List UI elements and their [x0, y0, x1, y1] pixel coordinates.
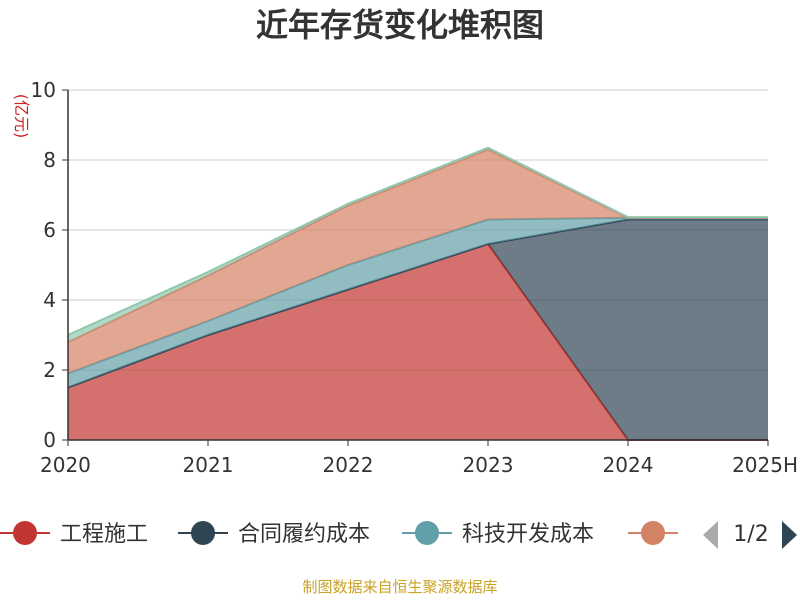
legend-marker — [641, 521, 665, 545]
legend-item-2[interactable]: 科技开发成本 — [402, 521, 594, 547]
area-series-3 — [68, 149, 768, 374]
legend-next-icon[interactable] — [782, 521, 797, 549]
legend-item-1[interactable]: 合同履约成本 — [178, 521, 370, 547]
legend-item-0[interactable]: 工程施工 — [0, 521, 148, 547]
legend-marker — [415, 521, 439, 545]
area-series-2 — [68, 217, 768, 388]
series-line-4 — [67, 146, 768, 336]
legend-label: 工程施工 — [60, 522, 148, 547]
x-tick-label: 2024 — [603, 453, 654, 477]
x-tick-label: 2022 — [323, 453, 374, 477]
axes: 0 2 4 6 8 10 2020 2021 2022 2023 2024 2025H — [31, 78, 798, 477]
x-tick-label: 2021 — [183, 453, 234, 477]
y-tick-label: 4 — [43, 288, 56, 312]
legend: 工程施工 合同履约成本 科技开发成本 1/2 — [0, 521, 797, 549]
legend-prev-icon[interactable] — [703, 521, 718, 549]
x-tick-label: 2020 — [40, 453, 91, 477]
legend-marker — [191, 521, 215, 545]
y-tick-label: 6 — [43, 218, 56, 242]
source-note: 制图数据来自恒生聚源数据库 — [302, 578, 497, 596]
legend-page-indicator: 1/2 — [733, 522, 768, 547]
legend-label: 科技开发成本 — [462, 522, 594, 547]
chart-title: 近年存货变化堆积图 — [256, 6, 544, 44]
x-tick-label: 2025H — [732, 453, 798, 477]
legend-item-3[interactable] — [628, 521, 678, 545]
legend-label: 合同履约成本 — [238, 522, 370, 547]
area-series — [67, 146, 768, 441]
y-tick-label: 10 — [31, 78, 56, 102]
x-tick-label: 2023 — [463, 453, 514, 477]
area-series-1 — [68, 219, 768, 440]
y-axis-unit: (亿元) — [12, 94, 31, 139]
y-tick-label: 0 — [43, 428, 56, 452]
y-tick-label: 8 — [43, 148, 56, 172]
y-tick-label: 2 — [43, 358, 56, 382]
legend-marker — [13, 521, 37, 545]
